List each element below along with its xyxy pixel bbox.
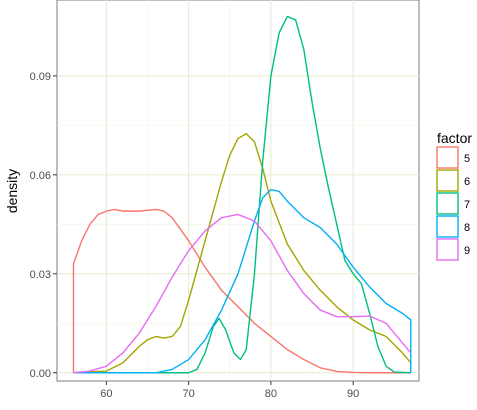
legend-key-9 — [436, 238, 459, 261]
legend-label-6: 6 — [464, 176, 470, 188]
legend-label-7: 7 — [464, 199, 470, 211]
series-line-7 — [73, 15, 411, 374]
series-line-5 — [72, 208, 411, 374]
legend: factor 5 6 7 8 9 — [436, 130, 472, 261]
series-line-6 — [73, 132, 412, 374]
series-line-9 — [73, 213, 412, 374]
legend-key-7 — [436, 192, 459, 215]
axes: 60 70 80 90 0.00 0.03 0.06 0.09 — [30, 71, 360, 400]
legend-label-5: 5 — [464, 153, 470, 165]
legend-label-8: 8 — [464, 222, 470, 234]
x-tick-label: 60 — [100, 388, 112, 400]
y-tick-label: 0.09 — [30, 71, 51, 83]
series-line-8 — [73, 188, 412, 374]
y-tick-label: 0.00 — [30, 368, 51, 380]
y-axis-title: density — [4, 169, 20, 213]
density-curves — [72, 15, 412, 374]
legend-key-6 — [436, 169, 459, 192]
x-tick-label: 80 — [265, 388, 277, 400]
y-tick-label: 0.06 — [30, 170, 51, 182]
plot-panel — [56, 0, 420, 382]
y-tick-label: 0.03 — [30, 269, 51, 281]
legend-title: factor — [437, 130, 472, 146]
legend-key-5 — [436, 146, 459, 169]
legend-label-9: 9 — [464, 245, 470, 257]
legend-key-8 — [436, 215, 459, 238]
x-tick-label: 90 — [347, 388, 359, 400]
x-tick-label: 70 — [183, 388, 195, 400]
